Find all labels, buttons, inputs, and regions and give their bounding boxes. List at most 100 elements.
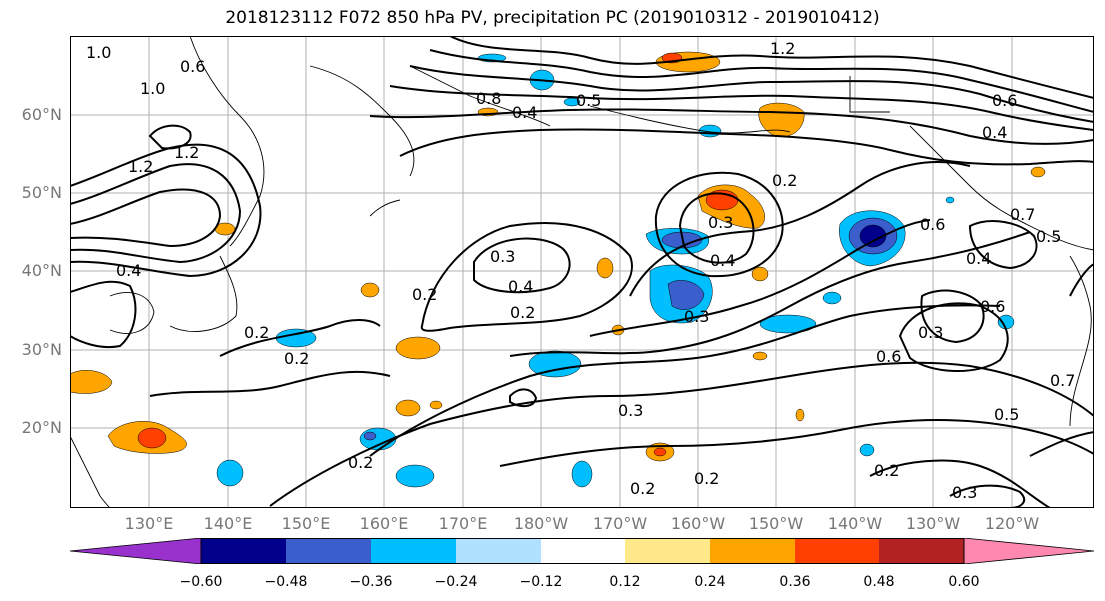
contour-label: 0.7 — [1010, 205, 1035, 224]
colorbar-segment — [541, 538, 625, 564]
lon-label-150e: 150°E — [281, 514, 331, 533]
contour-label: 0.3 — [490, 247, 515, 266]
contour-label: 0.6 — [180, 57, 205, 76]
precip-negative-area — [216, 459, 244, 487]
lat-label-30n: 30°N — [21, 340, 62, 359]
colorbar — [70, 538, 1094, 564]
colorbar-segment — [879, 538, 964, 564]
lat-label-20n: 20°N — [21, 418, 62, 437]
colorbar-segment — [795, 538, 879, 564]
contour-label: 0.2 — [348, 453, 373, 472]
contour-label: 0.4 — [710, 251, 735, 270]
contour-label: 0.2 — [510, 303, 535, 322]
precip-positive-area — [1030, 166, 1046, 178]
map-panel: 1.0 0.6 1.0 1.2 1.2 0.8 0.4 0.5 0.4 0.2 … — [70, 36, 1094, 508]
colorbar-segment — [201, 538, 286, 564]
colorbar-tick: −0.36 — [349, 574, 393, 590]
lat-label-50n: 50°N — [21, 183, 62, 202]
contour-label: 0.2 — [874, 461, 899, 480]
lat-label-40n: 40°N — [21, 261, 62, 280]
precip-strong-negative-area — [667, 280, 705, 310]
contour-label: 0.4 — [966, 249, 991, 268]
contour-label: 0.3 — [618, 401, 643, 420]
precip-positive-area — [395, 336, 441, 360]
contour-label: 0.8 — [476, 89, 501, 108]
contour-label: 0.4 — [508, 277, 533, 296]
contour-label: 0.4 — [512, 103, 537, 122]
colorbar-tick: 0.36 — [779, 574, 811, 590]
lon-label-140w: 140°W — [827, 514, 883, 533]
precip-strong-negative-area — [363, 431, 377, 441]
precip-fills — [70, 51, 1046, 488]
contour-label: 0.5 — [1036, 227, 1061, 246]
precip-positive-area — [751, 266, 769, 282]
lon-label-170e: 170°E — [438, 514, 488, 533]
lon-label-140e: 140°E — [203, 514, 253, 533]
lon-label-130e: 130°E — [124, 514, 174, 533]
contour-label: 0.2 — [694, 469, 719, 488]
precip-peak-negative-area — [859, 224, 887, 248]
precip-strong-positive-area — [137, 427, 167, 449]
colorbar-tick: 0.12 — [609, 574, 641, 590]
colorbar-tick: 0.24 — [694, 574, 726, 590]
contour-label: 1.2 — [128, 157, 153, 176]
contour-label: 0.5 — [576, 91, 601, 110]
contour-label: 1.0 — [86, 43, 111, 62]
map-title: 2018123112 F072 850 hPa PV, precipitatio… — [225, 8, 880, 28]
contour-labels: 1.0 0.6 1.0 1.2 1.2 0.8 0.4 0.5 0.4 0.2 … — [86, 39, 1075, 502]
lon-label-130w: 130°W — [905, 514, 961, 533]
contour-label: 0.4 — [116, 261, 141, 280]
colorbar-extend-high — [963, 538, 1094, 564]
precip-positive-area — [429, 400, 443, 410]
precip-positive-area — [395, 399, 421, 417]
precip-positive-area — [596, 257, 614, 279]
colorbar-tick: 0.60 — [948, 574, 980, 590]
precip-negative-area — [528, 350, 582, 378]
coastlines — [70, 36, 1094, 508]
lon-label-120w: 120°W — [984, 514, 1040, 533]
contour-label: 0.3 — [952, 483, 977, 502]
contour-label: 0.2 — [630, 479, 655, 498]
colorbar-frame — [200, 538, 965, 564]
contour-label: 1.2 — [770, 39, 795, 58]
contour-label: 0.2 — [412, 285, 437, 304]
colorbar-segment — [625, 538, 710, 564]
colorbar-extend-low — [70, 538, 202, 564]
map-frame — [70, 36, 1094, 508]
precip-negative-area — [759, 314, 817, 334]
colorbar-segment — [710, 538, 795, 564]
contour-label: 1.2 — [174, 143, 199, 162]
lon-label-160w: 160°W — [670, 514, 726, 533]
precip-negative-area — [395, 464, 435, 488]
colorbar-tick: 0.48 — [863, 574, 895, 590]
contour-label: 0.5 — [994, 405, 1019, 424]
colorbar-segment — [371, 538, 456, 564]
contour-label: 0.6 — [920, 215, 945, 234]
colorbar-tick: −0.48 — [264, 574, 308, 590]
precip-negative-area — [822, 291, 842, 305]
contour-label: 0.6 — [876, 347, 901, 366]
colorbar-tick: −0.12 — [519, 574, 563, 590]
lat-label-60n: 60°N — [21, 105, 62, 124]
contour-label: 1.0 — [140, 79, 165, 98]
contour-label: 0.3 — [684, 307, 709, 326]
precip-negative-area — [571, 460, 593, 488]
contour-label: 0.2 — [284, 349, 309, 368]
precip-positive-area — [752, 351, 768, 361]
contour-label: 0.3 — [918, 323, 943, 342]
colorbar-tick: −0.60 — [179, 574, 223, 590]
precip-negative-area — [945, 196, 955, 204]
lon-label-150w: 150°W — [748, 514, 804, 533]
contour-label: 0.4 — [982, 123, 1007, 142]
colorbar-segment — [456, 538, 541, 564]
contour-label: 0.2 — [772, 171, 797, 190]
lon-label-170w: 170°W — [592, 514, 648, 533]
lon-label-180w: 180°W — [513, 514, 569, 533]
precip-strong-positive-area — [653, 447, 667, 457]
lon-label-160e: 160°E — [359, 514, 409, 533]
precip-positive-area — [70, 370, 113, 394]
contour-label: 0.6 — [980, 297, 1005, 316]
contour-label: 0.7 — [1050, 371, 1075, 390]
precip-positive-area — [795, 408, 805, 422]
colorbar-tick: −0.24 — [434, 574, 478, 590]
